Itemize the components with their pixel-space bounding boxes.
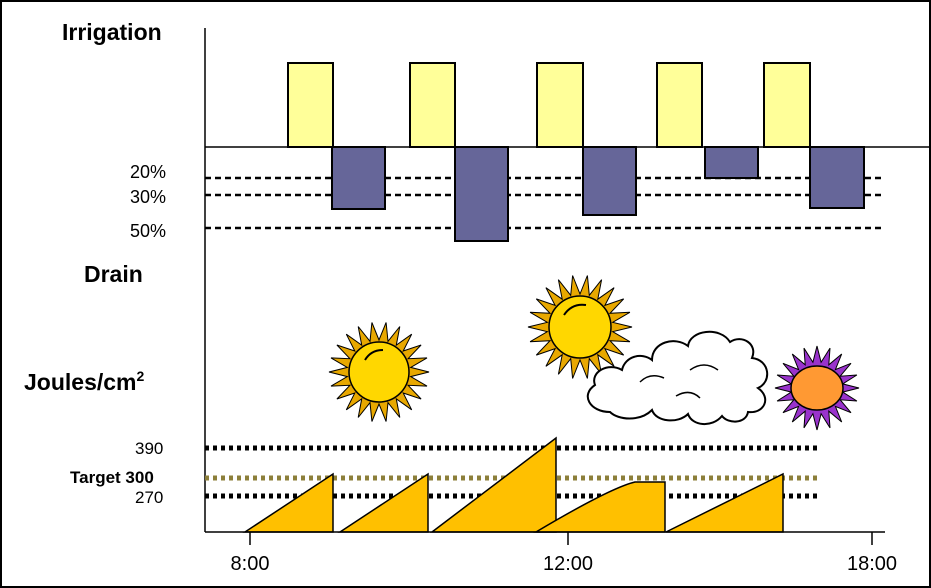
- drain-level-label: 20%: [130, 162, 166, 182]
- sun-highlight: [364, 349, 384, 361]
- drain-bar: [582, 146, 637, 216]
- joules-label-superscript: 2: [137, 368, 145, 384]
- sun-icon: [527, 275, 633, 379]
- energy-accumulation: [337, 472, 429, 533]
- energy-accumulation: [533, 481, 666, 533]
- energy-accumulation: [665, 472, 784, 533]
- sun-disc: [348, 341, 410, 403]
- energy-accumulation: [242, 472, 334, 533]
- evening-sun-icon: [774, 345, 860, 431]
- time-tick-label: 12:00: [543, 553, 593, 575]
- irrigation-bar: [763, 62, 811, 148]
- drain-bar: [454, 146, 509, 242]
- irrigation-bar: [656, 62, 703, 148]
- cloud-detail: [689, 364, 719, 371]
- sun-disc: [790, 365, 844, 411]
- cloud-shape: [586, 330, 768, 425]
- joules-label-text: Joules/cm: [24, 369, 137, 395]
- target-level-label: Target 300: [70, 468, 154, 487]
- joules-label: Joules/cm2: [24, 368, 145, 395]
- drain-bar: [331, 146, 386, 210]
- drain-level-label: 50%: [130, 221, 166, 241]
- drain-label: Drain: [84, 261, 143, 287]
- drain-bar: [809, 146, 865, 209]
- energy-accumulation: [429, 436, 557, 533]
- irrigation-bar: [536, 62, 584, 148]
- cloud-detail: [675, 391, 701, 399]
- energy-level-label: 270: [135, 488, 163, 507]
- cloud-icon: [586, 330, 768, 425]
- drain-level-label: 30%: [130, 187, 166, 207]
- irrigation-bar: [409, 62, 456, 148]
- cloud-detail: [639, 375, 665, 383]
- time-tick-label: 18:00: [847, 553, 897, 575]
- irrigation-bar: [287, 62, 334, 148]
- time-tick-label: 8:00: [231, 553, 270, 575]
- sun-disc: [548, 295, 612, 359]
- energy-level-label: 390: [135, 439, 163, 458]
- sun-icon: [328, 322, 430, 422]
- drain-bar: [704, 146, 759, 179]
- irrigation-label: Irrigation: [62, 19, 162, 45]
- sun-highlight: [563, 303, 587, 316]
